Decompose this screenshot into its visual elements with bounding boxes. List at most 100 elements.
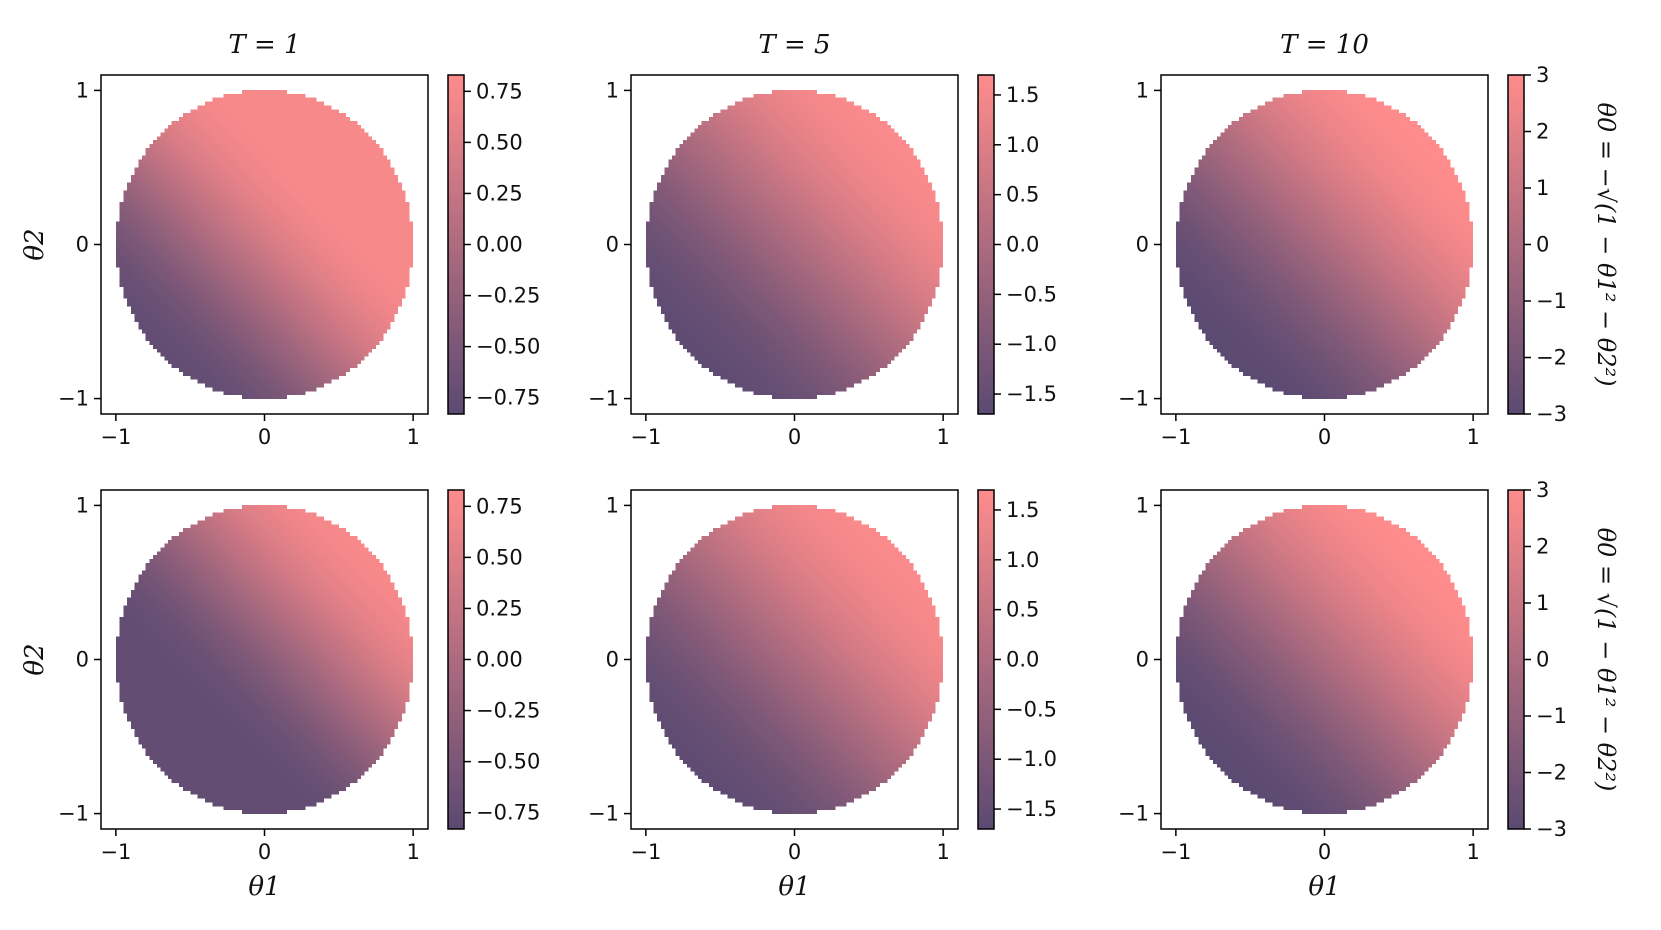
x-tick-label: −1 [630,425,661,449]
colorbar-tick-label: 1.0 [1006,133,1039,157]
colorbar-tick-label: −1 [1536,289,1567,313]
axes-frame-row1-col3 [1160,74,1489,415]
y-tick-label: −1 [588,802,619,826]
y-tick-label: 1 [1136,493,1149,517]
colorbar-tick-label: 0.0 [1006,233,1039,257]
heatmap-row2-col2 [645,505,944,814]
colorbar-tick-label: −0.25 [476,284,540,308]
y-tick-label: −1 [588,387,619,411]
colorbar-tick-label: −2 [1536,761,1567,785]
x-tick-label: 0 [1318,425,1331,449]
y-tick-label: −1 [58,802,89,826]
colorbar-frame [1507,74,1525,415]
colorbar-tick-label: −1 [1536,704,1567,728]
y-tick-label: −1 [58,387,89,411]
x-tick-label: −1 [1160,425,1191,449]
y-tick-label: 1 [1136,78,1149,102]
axes-frame-row1-col2 [630,74,959,415]
colorbar-tick-label: 1 [1536,591,1549,615]
x-tick-label: 1 [936,840,949,864]
y-tick-label: 0 [76,648,89,672]
axes-frame-row1-col1 [100,74,429,415]
x-tick-label: 0 [258,840,271,864]
colorbar-tick-label: 0.25 [476,181,523,205]
heatmap-row1-col3 [1175,90,1474,399]
y-axis-label: θ2 [20,643,50,675]
y-tick-label: −1 [1118,387,1149,411]
colorbar-tick-label: −2 [1536,346,1567,370]
x-tick-label: 1 [936,425,949,449]
y-tick-label: 0 [606,648,619,672]
colorbar-tick-label: −0.75 [476,801,540,825]
colorbar-tick-label: 0 [1536,648,1549,672]
row-label: θ0 = −√(1 − θ1² − θ2²) [1592,103,1620,387]
panel-title: T = 10 [1280,30,1369,60]
colorbar-tick-label: −1.5 [1006,797,1057,821]
colorbar-tick-label: 0.00 [476,648,523,672]
colorbar-tick-label: 0.50 [476,130,523,154]
colorbar-frame [977,489,995,830]
x-tick-label: 0 [788,840,801,864]
colorbar-tick-label: 1.5 [1006,498,1039,522]
colorbar-row2-col3 [1508,490,1524,829]
colorbar-tick-label: 2 [1536,120,1549,144]
colorbar-tick-label: −3 [1536,817,1567,841]
colorbar-tick-label: 0.0 [1006,648,1039,672]
colorbar-tick-label: 3 [1536,63,1549,87]
colorbar-tick-label: 3 [1536,478,1549,502]
colorbar-row1-col1 [448,75,464,414]
colorbar-tick-label: 1 [1536,176,1549,200]
heatmap-row2-col3 [1175,505,1474,814]
x-tick-label: 1 [1466,425,1479,449]
y-tick-label: 1 [76,493,89,517]
colorbar-row2-col1 [448,490,464,829]
colorbar-row1-col2 [978,75,994,414]
colorbar-tick-label: −0.25 [476,699,540,723]
x-tick-label: 1 [1466,840,1479,864]
colorbar-tick-label: 0.75 [476,79,523,103]
x-axis-label: θ1 [248,872,280,902]
y-tick-label: 1 [76,78,89,102]
y-tick-label: −1 [1118,802,1149,826]
colorbar-tick-label: 0.00 [476,233,523,257]
colorbar-tick-label: 2 [1536,535,1549,559]
heatmap-row1-col2 [645,90,944,399]
colorbar-tick-label: −3 [1536,402,1567,426]
y-tick-label: 1 [606,493,619,517]
colorbar-tick-label: −1.0 [1006,332,1057,356]
x-tick-label: 0 [258,425,271,449]
colorbar-tick-label: −0.5 [1006,282,1057,306]
x-tick-label: −1 [100,425,131,449]
axes-frame-row2-col3 [1160,489,1489,830]
colorbar-row1-col3 [1508,75,1524,414]
colorbar-tick-label: 0 [1536,233,1549,257]
colorbar-frame [1507,489,1525,830]
colorbar-tick-label: −1.5 [1006,382,1057,406]
axes-frame-row2-col2 [630,489,959,830]
y-tick-label: 0 [606,233,619,257]
heatmap-row2-col1 [115,505,414,814]
colorbar-tick-label: 0.5 [1006,183,1039,207]
colorbar-tick-label: 0.25 [476,596,523,620]
colorbar-tick-label: −1.0 [1006,747,1057,771]
colorbar-tick-label: 0.75 [476,494,523,518]
colorbar-tick-label: −0.75 [476,386,540,410]
y-tick-label: 1 [606,78,619,102]
x-tick-label: 1 [406,425,419,449]
colorbar-tick-label: 0.5 [1006,598,1039,622]
x-tick-label: 0 [1318,840,1331,864]
colorbar-frame [447,74,465,415]
colorbar-tick-label: 1.0 [1006,548,1039,572]
x-tick-label: 1 [406,840,419,864]
x-tick-label: 0 [788,425,801,449]
row-label: θ0 = √(1 − θ1² − θ2²) [1592,528,1620,792]
y-tick-label: 0 [1136,233,1149,257]
x-tick-label: −1 [630,840,661,864]
y-tick-label: 0 [76,233,89,257]
colorbar-tick-label: −0.50 [476,335,540,359]
colorbar-row2-col2 [978,490,994,829]
colorbar-tick-label: −0.50 [476,750,540,774]
panel-title: T = 5 [758,30,830,60]
x-axis-label: θ1 [1308,872,1340,902]
y-tick-label: 0 [1136,648,1149,672]
